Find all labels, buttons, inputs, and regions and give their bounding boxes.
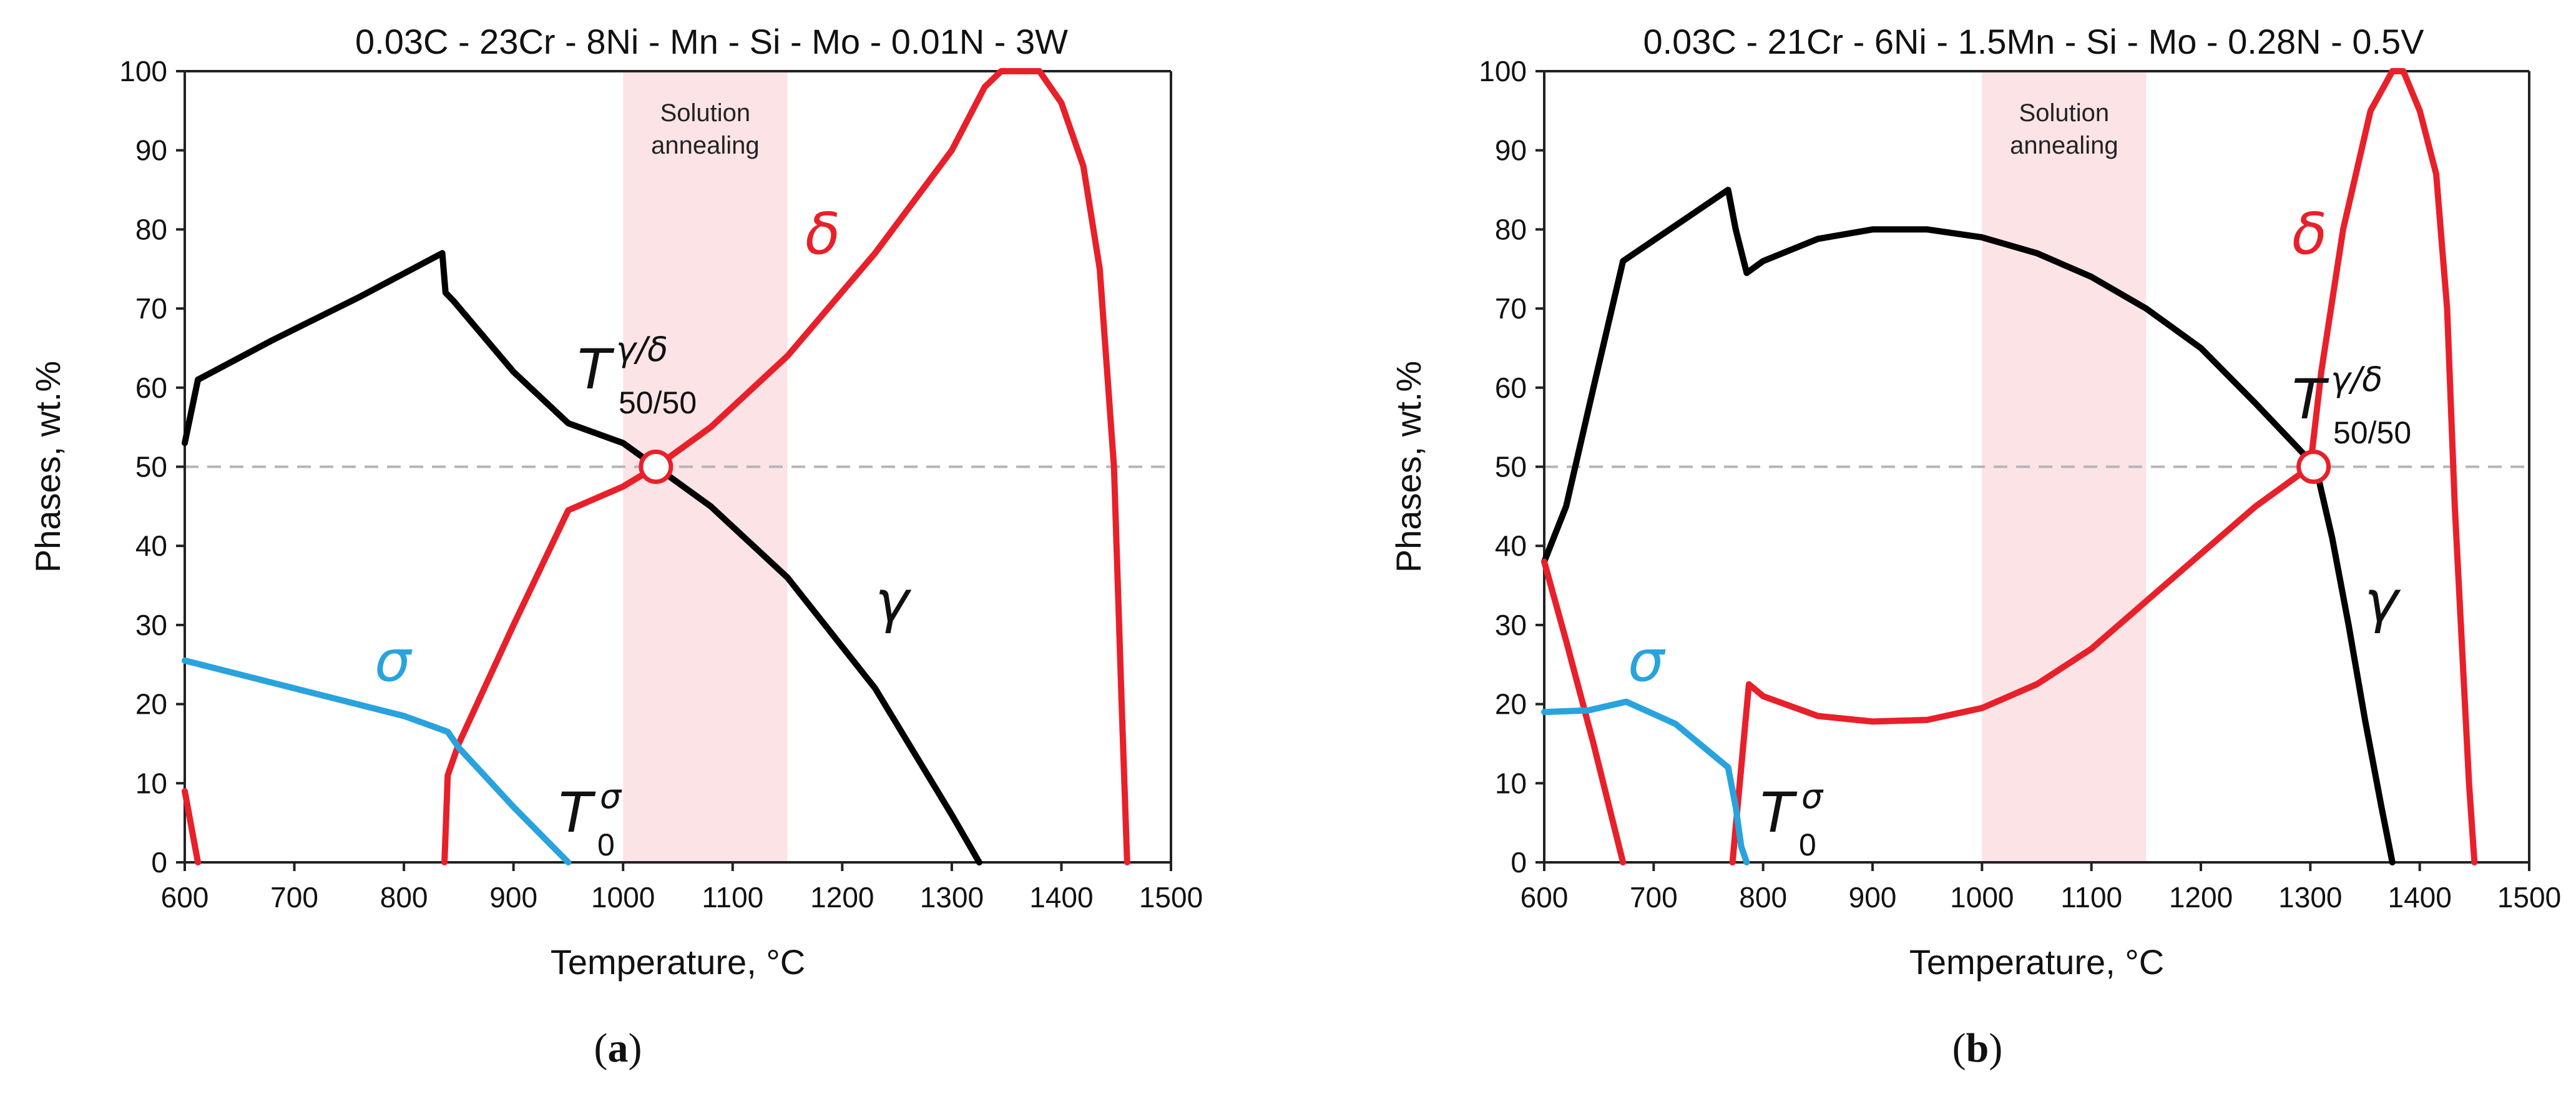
panel-label-open: ( <box>1952 1025 1966 1071</box>
y-tick-label: 60 <box>1495 372 1527 404</box>
band-label-line2: annealing <box>2010 132 2118 159</box>
equal-phase-marker <box>2296 450 2331 484</box>
delta-phase-label: δ <box>2292 200 2327 267</box>
y-tick-label: 100 <box>1479 55 1527 87</box>
x-tick-label: 1300 <box>920 881 984 914</box>
y-tick-label: 20 <box>1495 688 1527 721</box>
y-tick-label: 70 <box>135 292 167 325</box>
chart-title: 0.03C - 23Cr - 8Ni - Mn - Si - Mo - 0.01… <box>355 22 1068 61</box>
gamma-phase-label: γ <box>2364 568 2401 635</box>
y-tick-label: 10 <box>1495 767 1527 799</box>
y-tick-label: 90 <box>135 134 167 167</box>
y-tick-label: 80 <box>135 213 167 245</box>
x-tick-label: 1100 <box>2060 881 2122 914</box>
series-group <box>1541 68 2478 865</box>
x-tick-label: 900 <box>1849 881 1897 914</box>
t5050-sub: 50/50 <box>2333 415 2411 450</box>
y-axis-label: Phases, wt.% <box>1389 361 1428 573</box>
y-tick-label: 90 <box>1495 134 1527 167</box>
y-tick-label: 30 <box>135 609 167 641</box>
series-group <box>182 68 1130 865</box>
chart-title: 0.03C - 21Cr - 6Ni - 1.5Mn - Si - Mo - 0… <box>1643 22 2424 61</box>
t0-sup: σ <box>600 777 622 816</box>
y-tick-label: 20 <box>135 688 167 721</box>
y-tick-label: 80 <box>1495 213 1527 245</box>
band-label-line1: Solution <box>2019 99 2110 127</box>
y-tick-label: 10 <box>135 767 167 799</box>
x-tick-label: 1200 <box>810 881 874 914</box>
x-tick-label: 1300 <box>2278 881 2342 914</box>
delta-phase-label: δ <box>805 200 840 267</box>
x-tick-label: 700 <box>270 881 318 914</box>
x-tick-label: 800 <box>1739 881 1787 914</box>
series-line-1 <box>182 788 202 865</box>
t5050-sup: γ/δ <box>616 330 668 369</box>
series-line-0 <box>182 250 982 865</box>
band-label-line1: Solution <box>660 99 751 127</box>
y-tick-label: 40 <box>1495 530 1527 562</box>
series-line-2 <box>441 68 1130 865</box>
series-line-0 <box>1541 187 2396 865</box>
y-tick-label: 40 <box>135 530 167 562</box>
y-tick-label: 50 <box>1495 451 1527 483</box>
y-tick-label: 0 <box>151 846 167 879</box>
x-tick-label: 1000 <box>591 881 655 914</box>
y-tick-label: 60 <box>135 372 167 404</box>
panel-label-open: ( <box>594 1025 608 1071</box>
x-tick-label: 700 <box>1630 881 1678 914</box>
x-tick-label: 600 <box>1521 881 1569 914</box>
x-tick-label: 1200 <box>2169 881 2233 914</box>
equal-phase-marker <box>639 450 673 484</box>
t0-sub: 0 <box>1799 827 1816 862</box>
sigma-phase-label: σ <box>1628 628 1666 694</box>
x-tick-label: 600 <box>161 881 209 914</box>
panel-label-close: ) <box>629 1025 642 1071</box>
t0-sup: σ <box>1801 777 1824 816</box>
t5050-main: T <box>2292 367 2329 431</box>
gamma-phase-label: γ <box>875 568 912 635</box>
x-axis-label: Temperature, °C <box>551 942 805 982</box>
t5050-main: T <box>577 337 615 402</box>
series-line-3 <box>182 657 572 865</box>
y-axis-label: Phases, wt.% <box>28 361 67 573</box>
y-tick-label: 100 <box>119 55 167 87</box>
y-tick-label: 30 <box>1495 609 1527 641</box>
band-label-line2: annealing <box>651 132 760 159</box>
y-tick-label: 0 <box>1511 846 1527 879</box>
y-tick-label: 70 <box>1495 292 1527 325</box>
sigma-phase-label: σ <box>375 628 413 694</box>
t5050-sub: 50/50 <box>619 385 697 420</box>
x-tick-label: 1500 <box>1139 881 1203 914</box>
series-line-3 <box>1541 698 1750 865</box>
series-line-2 <box>1729 68 2478 865</box>
t0-main: T <box>559 781 596 845</box>
panel-label: (a) <box>594 1025 642 1071</box>
series-line-1 <box>1541 558 1627 865</box>
x-tick-label: 1100 <box>702 881 763 914</box>
panel-label: (b) <box>1952 1025 2003 1071</box>
x-tick-label: 1000 <box>1950 881 2014 914</box>
t0-sub: 0 <box>597 827 615 862</box>
t5050-sup: γ/δ <box>2331 360 2383 399</box>
x-tick-label: 1400 <box>1029 881 1093 914</box>
panel-label-letter: a <box>608 1025 629 1071</box>
y-tick-label: 50 <box>135 451 167 483</box>
x-tick-label: 1400 <box>2387 881 2451 914</box>
x-tick-label: 900 <box>489 881 537 914</box>
x-axis-label: Temperature, °C <box>1909 942 2164 982</box>
t0-main: T <box>1760 781 1798 845</box>
panel-label-letter: b <box>1966 1025 1989 1071</box>
x-tick-label: 800 <box>380 881 428 914</box>
x-tick-label: 1500 <box>2497 881 2561 914</box>
panel-label-close: ) <box>1989 1025 2002 1071</box>
